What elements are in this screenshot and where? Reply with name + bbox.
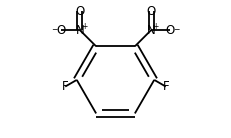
- Text: O: O: [57, 24, 66, 37]
- Text: F: F: [162, 80, 169, 93]
- Text: N: N: [76, 24, 84, 37]
- Text: O: O: [146, 5, 156, 18]
- Text: −: −: [51, 26, 58, 35]
- Text: −: −: [173, 26, 180, 35]
- Text: O: O: [165, 24, 174, 37]
- Text: +: +: [81, 22, 88, 31]
- Text: N: N: [147, 24, 155, 37]
- Text: +: +: [152, 22, 159, 31]
- Text: F: F: [62, 80, 69, 93]
- Text: O: O: [75, 5, 85, 18]
